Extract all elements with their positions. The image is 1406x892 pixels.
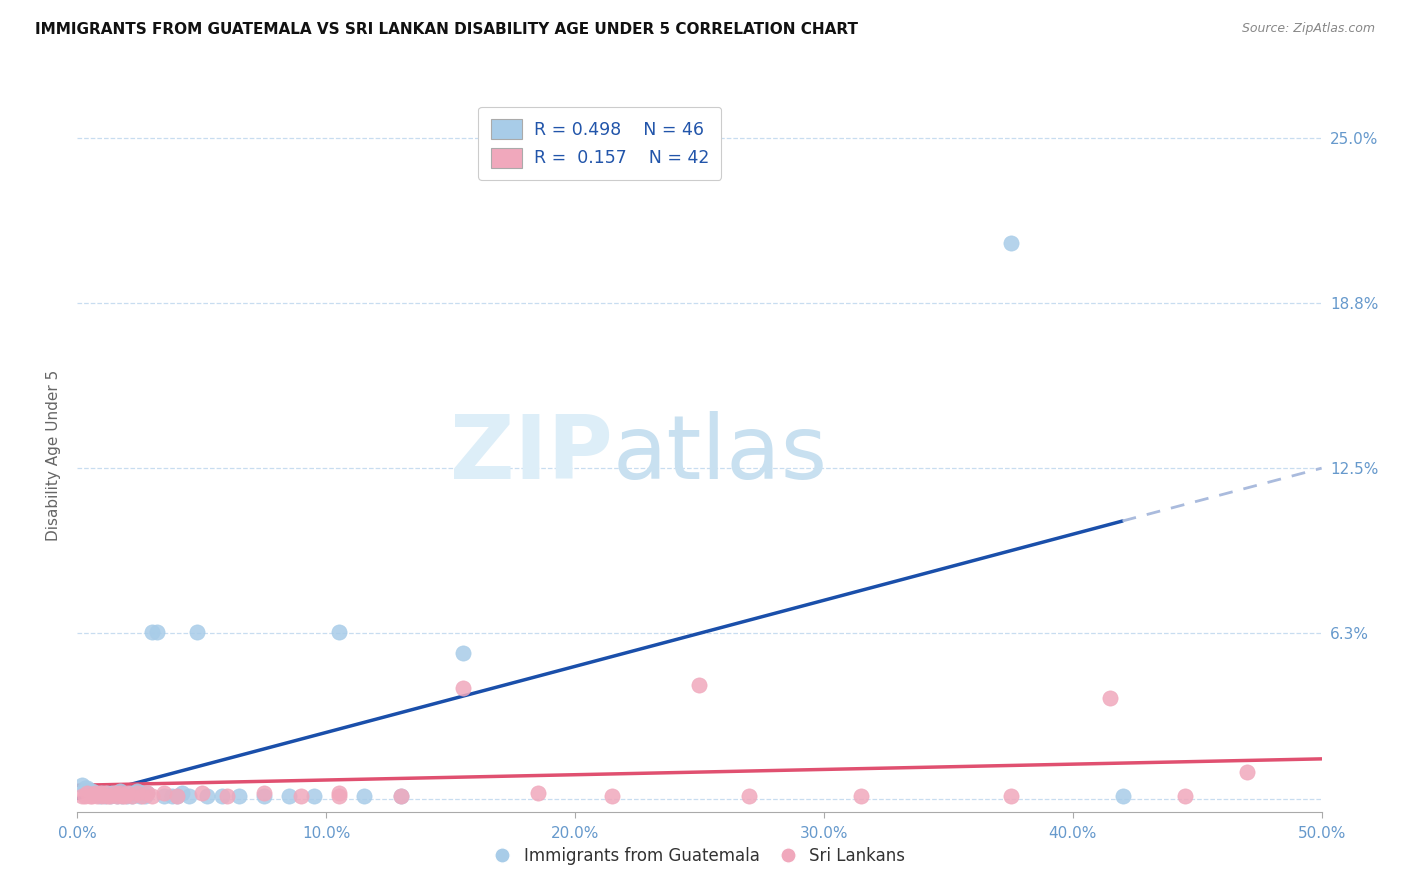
Point bbox=[228, 789, 250, 803]
Point bbox=[328, 786, 350, 800]
Point bbox=[83, 786, 105, 800]
Legend: Immigrants from Guatemala, Sri Lankans: Immigrants from Guatemala, Sri Lankans bbox=[486, 840, 912, 871]
Point bbox=[146, 625, 169, 640]
Point bbox=[93, 789, 115, 803]
Point bbox=[738, 789, 761, 803]
Point bbox=[526, 786, 548, 800]
Point bbox=[1000, 789, 1022, 803]
Point bbox=[153, 789, 176, 803]
Point bbox=[253, 789, 276, 803]
Point bbox=[211, 789, 233, 803]
Point bbox=[83, 786, 105, 800]
Point bbox=[451, 681, 474, 695]
Point bbox=[179, 789, 201, 803]
Point bbox=[121, 789, 143, 803]
Point bbox=[166, 789, 188, 803]
Point bbox=[689, 678, 711, 692]
Point bbox=[101, 786, 124, 800]
Point bbox=[118, 786, 141, 800]
Point bbox=[136, 786, 159, 800]
Point bbox=[93, 786, 115, 800]
Point bbox=[134, 789, 156, 803]
Point bbox=[104, 786, 127, 800]
Text: ZIP: ZIP bbox=[450, 411, 613, 499]
Point bbox=[328, 789, 350, 803]
Point bbox=[1236, 765, 1258, 780]
Point bbox=[131, 786, 153, 800]
Point bbox=[170, 786, 193, 800]
Point bbox=[91, 786, 114, 800]
Point bbox=[1174, 789, 1197, 803]
Point bbox=[195, 789, 218, 803]
Point bbox=[111, 789, 134, 803]
Point bbox=[108, 783, 131, 797]
Text: Source: ZipAtlas.com: Source: ZipAtlas.com bbox=[1241, 22, 1375, 36]
Point bbox=[125, 783, 148, 797]
Point bbox=[82, 789, 104, 803]
Point bbox=[73, 789, 96, 803]
Point bbox=[72, 778, 94, 792]
Point bbox=[72, 789, 94, 803]
Point bbox=[111, 789, 134, 803]
Point bbox=[96, 789, 118, 803]
Point bbox=[136, 786, 159, 800]
Point bbox=[89, 786, 111, 800]
Text: atlas: atlas bbox=[613, 411, 828, 499]
Point bbox=[125, 786, 148, 800]
Point bbox=[451, 646, 474, 660]
Point bbox=[215, 789, 238, 803]
Point bbox=[76, 780, 98, 795]
Point bbox=[1111, 789, 1133, 803]
Point bbox=[89, 789, 111, 803]
Point bbox=[128, 789, 150, 803]
Point bbox=[277, 789, 299, 803]
Point bbox=[131, 789, 153, 803]
Text: IMMIGRANTS FROM GUATEMALA VS SRI LANKAN DISABILITY AGE UNDER 5 CORRELATION CHART: IMMIGRANTS FROM GUATEMALA VS SRI LANKAN … bbox=[35, 22, 858, 37]
Point bbox=[302, 789, 325, 803]
Point bbox=[186, 625, 208, 640]
Point bbox=[328, 625, 350, 640]
Point bbox=[79, 783, 101, 797]
Point bbox=[1099, 691, 1122, 706]
Point bbox=[389, 789, 412, 803]
Point bbox=[602, 789, 624, 803]
Point bbox=[114, 789, 136, 803]
Point bbox=[98, 789, 121, 803]
Point bbox=[353, 789, 375, 803]
Point bbox=[191, 786, 214, 800]
Point bbox=[851, 789, 873, 803]
Point bbox=[105, 789, 128, 803]
Point bbox=[105, 789, 128, 803]
Point bbox=[124, 786, 146, 800]
Point bbox=[86, 786, 108, 800]
Y-axis label: Disability Age Under 5: Disability Age Under 5 bbox=[46, 369, 62, 541]
Point bbox=[82, 783, 104, 797]
Point bbox=[1000, 236, 1022, 251]
Point bbox=[79, 789, 101, 803]
Point bbox=[76, 786, 98, 800]
Point bbox=[96, 786, 118, 800]
Point bbox=[166, 789, 188, 803]
Point bbox=[290, 789, 312, 803]
Point bbox=[115, 789, 138, 803]
Point bbox=[389, 789, 412, 803]
Point bbox=[121, 789, 143, 803]
Point bbox=[153, 786, 176, 800]
Point bbox=[91, 789, 114, 803]
Point bbox=[115, 786, 138, 800]
Point bbox=[108, 786, 131, 800]
Point bbox=[86, 789, 108, 803]
Point bbox=[98, 789, 121, 803]
Point bbox=[104, 786, 127, 800]
Point bbox=[141, 625, 163, 640]
Point bbox=[160, 789, 183, 803]
Point bbox=[253, 786, 276, 800]
Point bbox=[73, 780, 96, 795]
Point bbox=[141, 789, 163, 803]
